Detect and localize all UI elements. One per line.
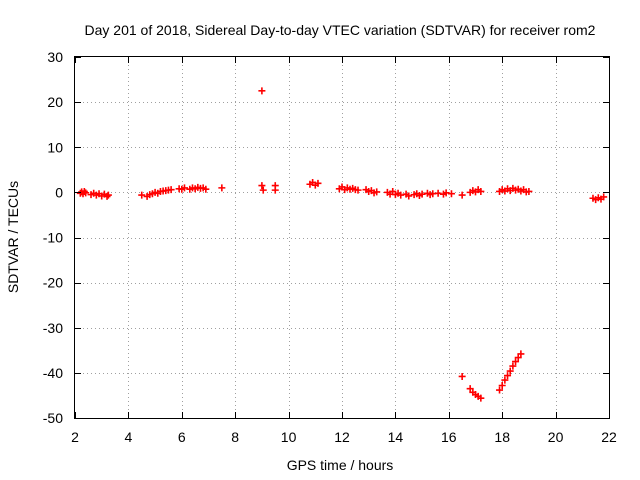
x-tick-label: 18	[494, 429, 510, 445]
data-point	[218, 184, 226, 192]
x-tick-label: 6	[178, 429, 186, 445]
data-point	[271, 186, 279, 194]
x-tick-label: 12	[334, 429, 350, 445]
y-tick-label: -30	[43, 320, 63, 336]
plot-frame	[74, 56, 610, 419]
y-tick-label: 10	[47, 139, 63, 155]
data-point	[496, 386, 504, 394]
data-point	[506, 367, 514, 375]
data-point	[442, 189, 450, 197]
x-tick-label: 10	[281, 429, 297, 445]
y-tick-labels: -50 -40 -30 -20 -10 0 10 20 30	[43, 49, 63, 426]
x-tick-labels: 2 4 6 8 10 12 14 16 18 20 22	[71, 429, 617, 445]
chart-title: Day 201 of 2018, Sidereal Day-to-day VTE…	[85, 22, 596, 38]
data-point	[80, 187, 88, 195]
x-tick-label: 14	[388, 429, 404, 445]
data-point	[258, 182, 266, 190]
y-tick-label: 20	[47, 94, 63, 110]
data-point	[525, 187, 533, 195]
x-tick-label: 22	[601, 429, 617, 445]
data-point	[504, 372, 512, 380]
data-point	[477, 394, 485, 402]
y-tick-label: -20	[43, 275, 63, 291]
data-point	[202, 185, 210, 193]
y-tick-label: 0	[55, 184, 63, 200]
data-point	[405, 192, 413, 200]
data-point	[512, 358, 520, 366]
y-tick-label: -10	[43, 230, 63, 246]
data-point	[514, 354, 522, 362]
data-point	[466, 385, 474, 393]
data-point	[354, 186, 362, 194]
data-point	[259, 186, 267, 194]
data-point	[180, 184, 188, 192]
data-point	[477, 187, 485, 195]
data-point	[434, 189, 442, 197]
x-tick-label: 4	[125, 429, 133, 445]
x-tick-label: 20	[548, 429, 564, 445]
data-point	[509, 362, 517, 370]
y-tick-label: -50	[43, 410, 63, 426]
y-axis-label: SDTVAR / TECUs	[5, 181, 21, 293]
y-tick-label: 30	[47, 49, 63, 65]
y-tick-label: -40	[43, 365, 63, 381]
data-point	[458, 191, 466, 199]
x-tick-label: 8	[231, 429, 239, 445]
data-point	[517, 350, 525, 358]
x-tick-label: 2	[71, 429, 79, 445]
data-point	[103, 192, 111, 200]
data-point	[82, 189, 90, 197]
data-point	[498, 382, 506, 390]
data-point	[167, 186, 175, 194]
axis-ticks	[75, 57, 610, 419]
x-axis-label: GPS time / hours	[287, 457, 394, 473]
data-point	[258, 87, 266, 95]
x-tick-label: 16	[441, 429, 457, 445]
data-points	[76, 87, 608, 402]
data-point	[104, 191, 112, 199]
data-point	[314, 179, 322, 187]
data-point	[600, 193, 608, 201]
data-point	[458, 372, 466, 380]
data-point	[397, 191, 405, 199]
data-point	[373, 188, 381, 196]
data-point	[501, 376, 509, 384]
data-point	[138, 191, 146, 199]
data-point	[418, 190, 426, 198]
grid	[75, 57, 609, 418]
data-point	[447, 190, 455, 198]
